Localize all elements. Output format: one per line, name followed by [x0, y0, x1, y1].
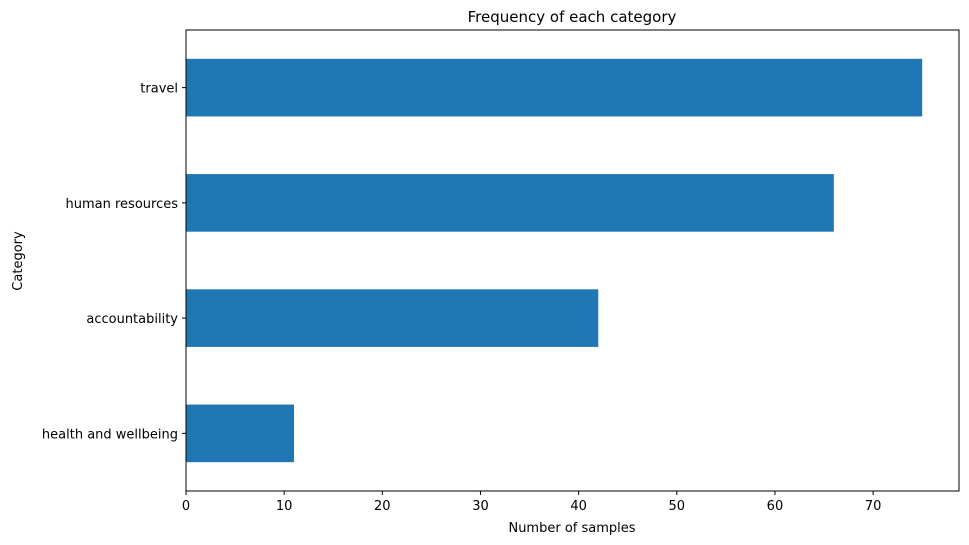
x-tick-label: 10 [276, 499, 293, 514]
x-tick-label: 60 [767, 499, 784, 514]
x-tick-group: 0 10 20 30 40 50 60 70 [182, 491, 882, 514]
x-tick-label: 0 [182, 499, 190, 514]
x-tick-label: 40 [570, 499, 587, 514]
y-tick-label: accountability [86, 312, 178, 327]
x-axis-label: Number of samples [508, 521, 635, 536]
chart-title: Frequency of each category [468, 8, 677, 26]
y-tick-label: travel [140, 82, 178, 97]
y-tick-label: health and wellbeing [42, 427, 178, 442]
x-tick-label: 50 [669, 499, 686, 514]
bar-accountability [186, 289, 599, 347]
x-tick-label: 20 [374, 499, 391, 514]
x-tick-label: 70 [865, 499, 882, 514]
bar-human-resources [186, 174, 834, 232]
x-tick-label: 30 [472, 499, 489, 514]
y-tick-group: health and wellbeing accountability human … [42, 82, 186, 442]
bar-travel [186, 58, 923, 117]
y-axis-label: Category [11, 231, 26, 291]
y-tick-label: human resources [66, 197, 179, 212]
plot-frame [185, 29, 960, 492]
bar-health-and-wellbeing [186, 404, 294, 463]
bars [186, 58, 923, 463]
